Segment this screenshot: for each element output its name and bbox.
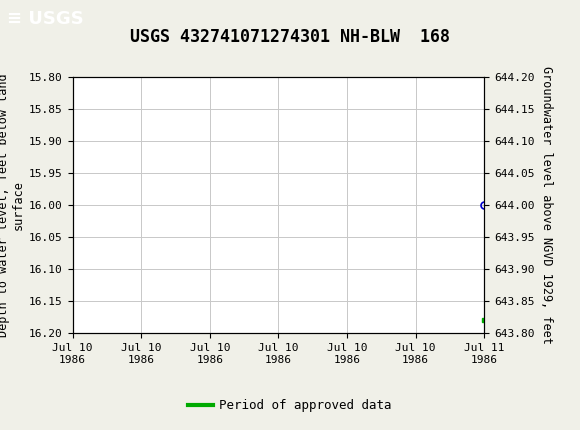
Legend: Period of approved data: Period of approved data [183, 394, 397, 417]
Y-axis label: Depth to water level, feet below land
surface: Depth to water level, feet below land su… [0, 74, 25, 337]
Text: ≡ USGS: ≡ USGS [7, 10, 84, 28]
Y-axis label: Groundwater level above NGVD 1929, feet: Groundwater level above NGVD 1929, feet [540, 66, 553, 344]
Text: USGS 432741071274301 NH-BLW  168: USGS 432741071274301 NH-BLW 168 [130, 28, 450, 46]
